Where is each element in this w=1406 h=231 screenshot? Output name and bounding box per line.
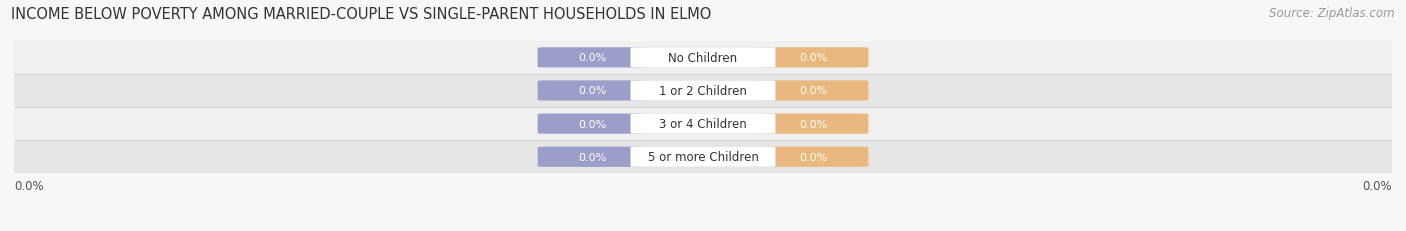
FancyBboxPatch shape <box>537 147 648 167</box>
Text: 0.0%: 0.0% <box>579 86 607 96</box>
Text: 5 or more Children: 5 or more Children <box>648 151 758 164</box>
Bar <box>14 75 1392 108</box>
FancyBboxPatch shape <box>631 147 775 167</box>
FancyBboxPatch shape <box>631 114 775 134</box>
FancyBboxPatch shape <box>631 81 775 101</box>
FancyBboxPatch shape <box>758 147 869 167</box>
Text: 3 or 4 Children: 3 or 4 Children <box>659 118 747 131</box>
FancyBboxPatch shape <box>537 114 648 134</box>
Text: No Children: No Children <box>668 52 738 64</box>
FancyBboxPatch shape <box>631 48 775 68</box>
Text: 0.0%: 0.0% <box>799 53 827 63</box>
Text: 0.0%: 0.0% <box>579 119 607 129</box>
Bar <box>14 42 1392 75</box>
FancyBboxPatch shape <box>758 48 869 68</box>
Text: 0.0%: 0.0% <box>579 53 607 63</box>
Text: INCOME BELOW POVERTY AMONG MARRIED-COUPLE VS SINGLE-PARENT HOUSEHOLDS IN ELMO: INCOME BELOW POVERTY AMONG MARRIED-COUPL… <box>11 7 711 22</box>
Text: 0.0%: 0.0% <box>799 152 827 162</box>
Bar <box>14 108 1392 141</box>
Bar <box>14 141 1392 173</box>
Text: 0.0%: 0.0% <box>579 152 607 162</box>
Text: 0.0%: 0.0% <box>1362 179 1392 192</box>
FancyBboxPatch shape <box>537 48 648 68</box>
Legend: Married Couples, Single Parents: Married Couples, Single Parents <box>579 228 827 231</box>
FancyBboxPatch shape <box>758 81 869 101</box>
FancyBboxPatch shape <box>537 81 648 101</box>
Text: 0.0%: 0.0% <box>799 86 827 96</box>
FancyBboxPatch shape <box>758 114 869 134</box>
Text: 0.0%: 0.0% <box>14 179 44 192</box>
Text: Source: ZipAtlas.com: Source: ZipAtlas.com <box>1270 7 1395 20</box>
Text: 1 or 2 Children: 1 or 2 Children <box>659 85 747 97</box>
Text: 0.0%: 0.0% <box>799 119 827 129</box>
